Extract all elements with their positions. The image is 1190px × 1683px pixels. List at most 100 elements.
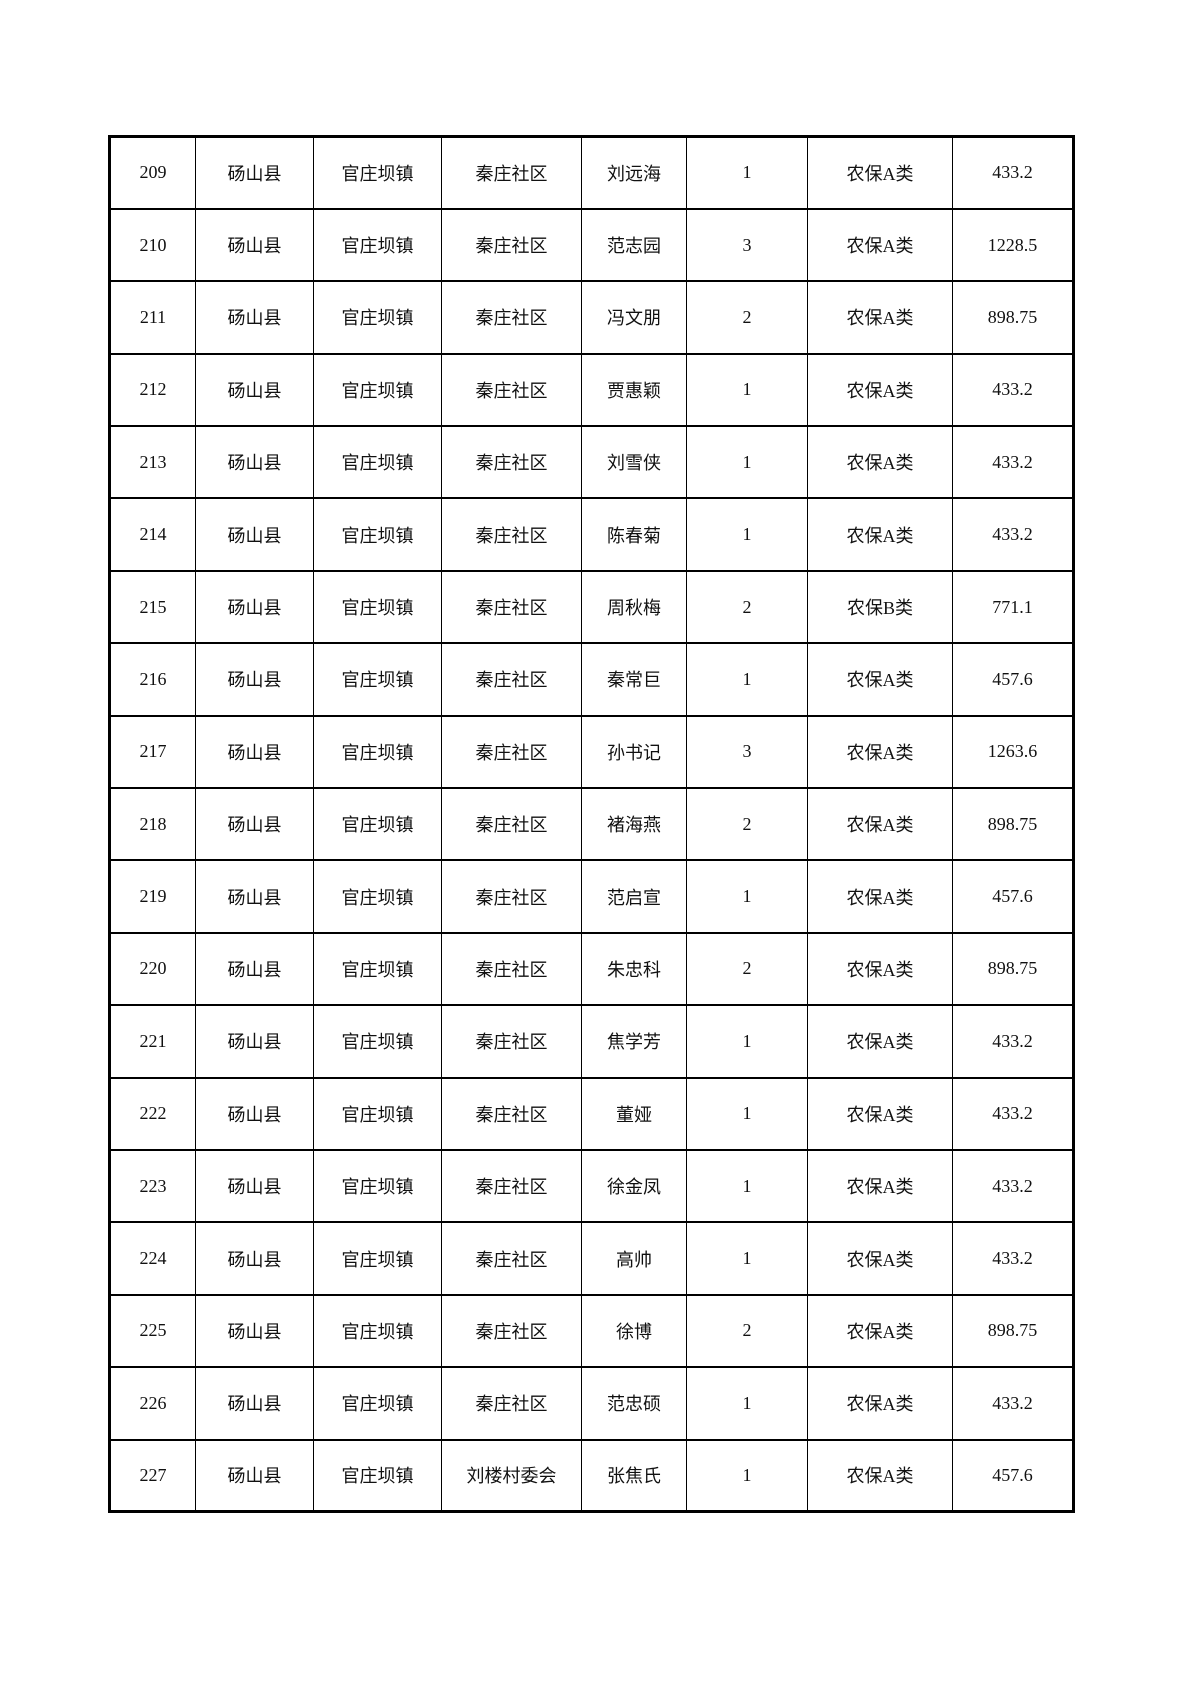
cell-person-count: 1 xyxy=(686,1438,808,1513)
cell-community: 秦庄社区 xyxy=(441,425,582,500)
cell-insurance-category: 农保A类 xyxy=(807,642,953,717)
cell-town: 官庄坝镇 xyxy=(313,1221,442,1296)
cell-row-number: 210 xyxy=(109,207,196,283)
welfare-payment-table: 209 砀山县 官庄坝镇 秦庄社区 刘远海 1 农保A类 433.2 210 砀山县 官庄坝镇 秦庄社… xyxy=(108,135,1075,1514)
cell-row-number: 225 xyxy=(109,1293,196,1369)
cell-town: 官庄坝镇 xyxy=(313,787,442,862)
cell-amount: 433.2 xyxy=(952,135,1074,210)
cell-town: 官庄坝镇 xyxy=(313,714,442,790)
cell-community: 秦庄社区 xyxy=(441,135,582,210)
cell-insurance-category: 农保B类 xyxy=(807,569,953,645)
cell-county: 砀山县 xyxy=(195,642,314,717)
cell-county: 砀山县 xyxy=(195,1293,314,1369)
table-row: 220 砀山县 官庄坝镇 秦庄社区 朱忠科 2 农保A类 898.75 xyxy=(109,931,1074,1007)
cell-county: 砀山县 xyxy=(195,569,314,645)
cell-town: 官庄坝镇 xyxy=(313,859,442,934)
cell-town: 官庄坝镇 xyxy=(313,1148,442,1224)
cell-town: 官庄坝镇 xyxy=(313,497,442,572)
cell-row-number: 209 xyxy=(109,135,196,210)
cell-insurance-category: 农保A类 xyxy=(807,207,953,283)
cell-person-name: 孙书记 xyxy=(581,714,687,790)
cell-person-name: 范志园 xyxy=(581,207,687,283)
cell-insurance-category: 农保A类 xyxy=(807,859,953,934)
cell-community: 秦庄社区 xyxy=(441,1221,582,1296)
cell-county: 砀山县 xyxy=(195,1004,314,1079)
cell-row-number: 211 xyxy=(109,280,196,355)
cell-person-count: 3 xyxy=(686,207,808,283)
cell-person-name: 董娅 xyxy=(581,1076,687,1151)
cell-person-name: 陈春菊 xyxy=(581,497,687,572)
cell-insurance-category: 农保A类 xyxy=(807,1148,953,1224)
cell-person-count: 1 xyxy=(686,497,808,572)
cell-community: 秦庄社区 xyxy=(441,714,582,790)
table-row: 226 砀山县 官庄坝镇 秦庄社区 范忠硕 1 农保A类 433.2 xyxy=(109,1366,1074,1441)
cell-person-count: 2 xyxy=(686,280,808,355)
cell-community: 秦庄社区 xyxy=(441,1293,582,1369)
cell-county: 砀山县 xyxy=(195,352,314,428)
cell-person-name: 刘远海 xyxy=(581,135,687,210)
cell-amount: 457.6 xyxy=(952,859,1074,934)
table-row: 212 砀山县 官庄坝镇 秦庄社区 贾惠颖 1 农保A类 433.2 xyxy=(109,352,1074,428)
cell-row-number: 215 xyxy=(109,569,196,645)
table-body: 209 砀山县 官庄坝镇 秦庄社区 刘远海 1 农保A类 433.2 210 砀山县 官庄坝镇 秦庄社… xyxy=(109,135,1074,1513)
cell-person-name: 焦学芳 xyxy=(581,1004,687,1079)
cell-insurance-category: 农保A类 xyxy=(807,714,953,790)
cell-insurance-category: 农保A类 xyxy=(807,1293,953,1369)
cell-row-number: 221 xyxy=(109,1004,196,1079)
cell-amount: 433.2 xyxy=(952,425,1074,500)
cell-person-count: 1 xyxy=(686,1221,808,1296)
cell-person-name: 秦常巨 xyxy=(581,642,687,717)
cell-amount: 1228.5 xyxy=(952,207,1074,283)
cell-town: 官庄坝镇 xyxy=(313,207,442,283)
cell-row-number: 219 xyxy=(109,859,196,934)
cell-row-number: 222 xyxy=(109,1076,196,1151)
cell-amount: 433.2 xyxy=(952,1148,1074,1224)
table-row: 224 砀山县 官庄坝镇 秦庄社区 高帅 1 农保A类 433.2 xyxy=(109,1221,1074,1296)
cell-row-number: 213 xyxy=(109,425,196,500)
cell-amount: 433.2 xyxy=(952,1221,1074,1296)
cell-community: 秦庄社区 xyxy=(441,1076,582,1151)
cell-person-name: 周秋梅 xyxy=(581,569,687,645)
cell-amount: 457.6 xyxy=(952,1438,1074,1513)
cell-row-number: 227 xyxy=(109,1438,196,1513)
cell-community: 刘楼村委会 xyxy=(441,1438,582,1513)
cell-person-name: 范启宣 xyxy=(581,859,687,934)
cell-community: 秦庄社区 xyxy=(441,207,582,283)
cell-person-name: 褚海燕 xyxy=(581,787,687,862)
cell-person-count: 1 xyxy=(686,1148,808,1224)
cell-row-number: 214 xyxy=(109,497,196,572)
cell-community: 秦庄社区 xyxy=(441,787,582,862)
table-row: 218 砀山县 官庄坝镇 秦庄社区 褚海燕 2 农保A类 898.75 xyxy=(109,787,1074,862)
table-row: 227 砀山县 官庄坝镇 刘楼村委会 张焦氏 1 农保A类 457.6 xyxy=(109,1438,1074,1513)
cell-person-count: 2 xyxy=(686,1293,808,1369)
cell-town: 官庄坝镇 xyxy=(313,931,442,1007)
cell-town: 官庄坝镇 xyxy=(313,569,442,645)
cell-person-name: 朱忠科 xyxy=(581,931,687,1007)
cell-amount: 898.75 xyxy=(952,787,1074,862)
cell-community: 秦庄社区 xyxy=(441,859,582,934)
cell-person-count: 3 xyxy=(686,714,808,790)
cell-person-name: 徐金凤 xyxy=(581,1148,687,1224)
cell-row-number: 224 xyxy=(109,1221,196,1296)
cell-county: 砀山县 xyxy=(195,207,314,283)
cell-county: 砀山县 xyxy=(195,859,314,934)
cell-insurance-category: 农保A类 xyxy=(807,1366,953,1441)
cell-amount: 457.6 xyxy=(952,642,1074,717)
cell-person-name: 张焦氏 xyxy=(581,1438,687,1513)
table-row: 225 砀山县 官庄坝镇 秦庄社区 徐博 2 农保A类 898.75 xyxy=(109,1293,1074,1369)
table-row: 219 砀山县 官庄坝镇 秦庄社区 范启宣 1 农保A类 457.6 xyxy=(109,859,1074,934)
cell-person-count: 2 xyxy=(686,931,808,1007)
cell-town: 官庄坝镇 xyxy=(313,1366,442,1441)
cell-person-count: 1 xyxy=(686,1076,808,1151)
table-row: 217 砀山县 官庄坝镇 秦庄社区 孙书记 3 农保A类 1263.6 xyxy=(109,714,1074,790)
cell-amount: 898.75 xyxy=(952,931,1074,1007)
table-row: 215 砀山县 官庄坝镇 秦庄社区 周秋梅 2 农保B类 771.1 xyxy=(109,569,1074,645)
cell-community: 秦庄社区 xyxy=(441,1366,582,1441)
cell-person-count: 1 xyxy=(686,352,808,428)
cell-person-count: 1 xyxy=(686,1004,808,1079)
cell-community: 秦庄社区 xyxy=(441,931,582,1007)
cell-county: 砀山县 xyxy=(195,1221,314,1296)
cell-person-name: 范忠硕 xyxy=(581,1366,687,1441)
table-row: 221 砀山县 官庄坝镇 秦庄社区 焦学芳 1 农保A类 433.2 xyxy=(109,1004,1074,1079)
